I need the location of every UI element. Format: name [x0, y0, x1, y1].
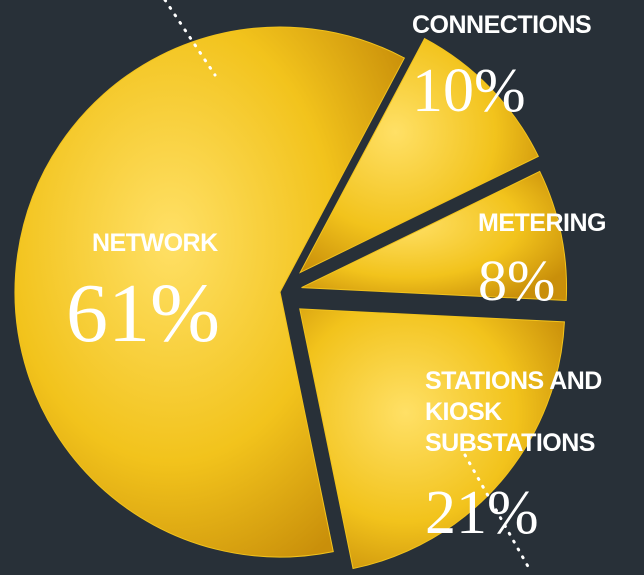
pie-slice [298, 37, 539, 274]
pie-slice [14, 26, 406, 558]
decorative-dots [163, 0, 217, 77]
pie-slice [301, 170, 568, 302]
slice-label: STATIONS AND KIOSK SUBSTATIONS [425, 367, 602, 457]
value-label: 21% [425, 479, 539, 547]
decorative-dots [463, 453, 532, 572]
value-label: 10% [412, 57, 526, 125]
slice-label: CONNECTIONS [412, 11, 592, 39]
value-label: 61% [66, 267, 220, 360]
slice-label: METERING [478, 209, 606, 237]
slice-label: NETWORK [92, 229, 218, 257]
value-label: 8% [478, 248, 556, 313]
pie-slice [299, 308, 565, 570]
